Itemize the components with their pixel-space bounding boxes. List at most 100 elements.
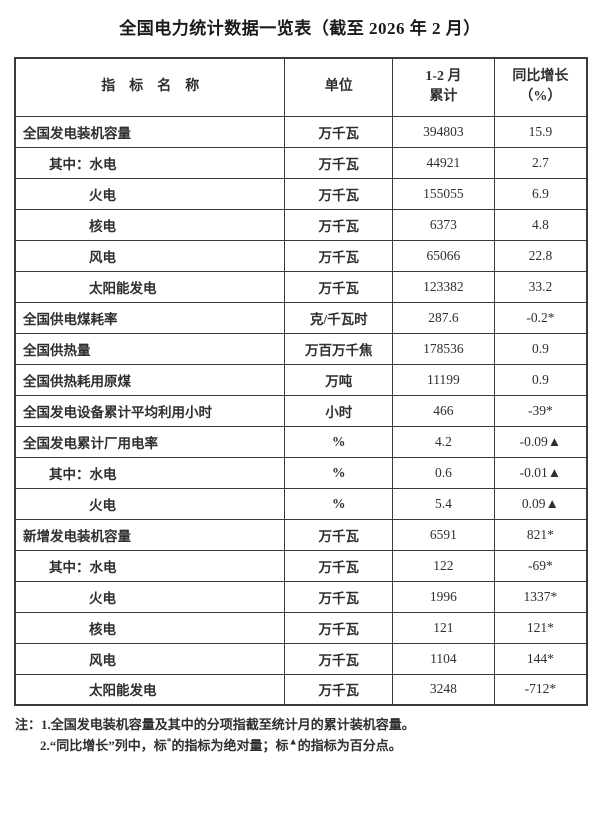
triangle-marker: ▲ <box>288 737 298 748</box>
table-row: 火电 万千瓦 155055 6.9 <box>14 177 588 210</box>
unit-cell: % <box>284 456 393 489</box>
value-cell: 3248 <box>392 673 495 706</box>
unit-cell: 万千瓦 <box>284 239 393 272</box>
table-row: 其中：水电% 0.6 -0.01▲ <box>14 456 588 489</box>
yoy-cell: 821* <box>493 518 588 551</box>
value-cell: 6373 <box>392 208 495 241</box>
note2-text-a: 2.“同比增长”列中，标 <box>40 737 167 753</box>
indicator-cell: 火电 <box>14 487 286 520</box>
unit-cell: 万千瓦 <box>284 208 393 241</box>
unit-cell: 万千瓦 <box>284 177 393 210</box>
header-unit: 单位 <box>284 57 393 117</box>
indicator-cell: 全国供电煤耗率 <box>14 301 286 334</box>
header-yoy-growth: 同比增长 （%） <box>493 57 588 117</box>
indicator-cell: 其中：水电 <box>14 549 286 582</box>
value-cell: 1104 <box>392 642 495 675</box>
indicator-cell: 核电 <box>14 611 286 644</box>
table-row: 核电 万千瓦 121 121* <box>14 611 588 644</box>
value-cell: 1996 <box>392 580 495 613</box>
table-row: 太阳能发电 万千瓦 123382 33.2 <box>14 270 588 303</box>
unit-cell: % <box>284 487 393 520</box>
yoy-cell: -39* <box>493 394 588 427</box>
indicator-cell: 风电 <box>14 642 286 675</box>
value-cell: 394803 <box>392 115 495 148</box>
indicator-cell: 全国供热耗用原煤 <box>14 363 286 396</box>
unit-cell: 万千瓦 <box>284 611 393 644</box>
value-cell: 65066 <box>392 239 495 272</box>
value-cell: 123382 <box>392 270 495 303</box>
value-cell: 5.4 <box>392 487 495 520</box>
header-yoy-line1: 同比增长 <box>512 68 569 84</box>
table-row: 火电% 5.4 0.09▲ <box>14 487 588 520</box>
yoy-cell: -0.01▲ <box>493 456 588 489</box>
unit-cell: 万千瓦 <box>284 518 393 551</box>
indicator-cell: 太阳能发电 <box>14 270 286 303</box>
table-row: 其中：水电 万千瓦 44921 2.7 <box>14 146 588 179</box>
table-row: 全国供热量 万百万千焦 178536 0.9 <box>14 332 588 365</box>
unit-cell: 小时 <box>284 394 393 427</box>
value-cell: 466 <box>392 394 495 427</box>
unit-cell: % <box>284 425 393 458</box>
indicator-cell: 火电 <box>14 177 286 210</box>
unit-cell: 万吨 <box>284 363 393 396</box>
value-cell: 122 <box>392 549 495 582</box>
table-row: 风电 万千瓦 65066 22.8 <box>14 239 588 272</box>
yoy-cell: 0.9 <box>493 363 588 396</box>
indicator-cell: 全国发电累计厂用电率 <box>14 425 286 458</box>
table-row: 全国发电装机容量 万千瓦 394803 15.9 <box>14 115 588 148</box>
yoy-cell: 33.2 <box>493 270 588 303</box>
value-cell: 4.2 <box>392 425 495 458</box>
yoy-cell: 6.9 <box>493 177 588 210</box>
table-row: 核电 万千瓦 6373 4.8 <box>14 208 588 241</box>
note2-text-b: 的指标为绝对量；标 <box>171 737 289 753</box>
value-cell: 0.6 <box>392 456 495 489</box>
indicator-cell: 全国发电设备累计平均利用小时 <box>14 394 286 427</box>
value-cell: 44921 <box>392 146 495 179</box>
table-row: 全国发电累计厂用电率% 4.2 -0.09▲ <box>14 425 588 458</box>
table-row: 火电 万千瓦 1996 1337* <box>14 580 588 613</box>
table-row: 风电 万千瓦 1104 144* <box>14 642 588 675</box>
page-title: 全国电力统计数据一览表（截至 2026 年 2 月） <box>119 19 481 38</box>
indicator-cell: 火电 <box>14 580 286 613</box>
value-cell: 155055 <box>392 177 495 210</box>
unit-cell: 万千瓦 <box>284 642 393 675</box>
indicator-cell: 风电 <box>14 239 286 272</box>
table-row: 新增发电装机容量 万千瓦 6591 821* <box>14 518 588 551</box>
indicator-cell: 核电 <box>14 208 286 241</box>
table-header: 指 标 名 称 单位 1-2 月 累计 同比增长 （%） <box>14 57 588 117</box>
indicator-cell: 新增发电装机容量 <box>14 518 286 551</box>
unit-cell: 万千瓦 <box>284 673 393 706</box>
value-cell: 287.6 <box>392 301 495 334</box>
indicator-cell: 全国供热量 <box>14 332 286 365</box>
yoy-cell: -69* <box>493 549 588 582</box>
unit-cell: 万千瓦 <box>284 549 393 582</box>
yoy-cell: 0.09▲ <box>493 487 588 520</box>
indicator-cell: 太阳能发电 <box>14 673 286 706</box>
yoy-cell: 144* <box>493 642 588 675</box>
value-cell: 178536 <box>392 332 495 365</box>
note2-text-c: 的指标为百分点。 <box>297 737 402 753</box>
header-cumulative-line1: 1-2 月 <box>425 68 462 84</box>
value-cell: 6591 <box>392 518 495 551</box>
table-row: 全国发电设备累计平均利用小时 小时 466 -39* <box>14 394 588 427</box>
table-row: 全国供热耗用原煤 万吨 11199 0.9 <box>14 363 588 396</box>
unit-cell: 万百万千焦 <box>284 332 393 365</box>
header-indicator-name: 指 标 名 称 <box>14 57 286 117</box>
yoy-cell: 22.8 <box>493 239 588 272</box>
notes: 注：1.全国发电装机容量及其中的分项指截至统计月的累计装机容量。 2.“同比增长… <box>15 715 600 757</box>
unit-cell: 万千瓦 <box>284 270 393 303</box>
indicator-cell: 全国发电装机容量 <box>14 115 286 148</box>
yoy-cell: -0.2* <box>493 301 588 334</box>
yoy-cell: 4.8 <box>493 208 588 241</box>
yoy-cell: 15.9 <box>493 115 588 148</box>
note-line-1: 注：1.全国发电装机容量及其中的分项指截至统计月的累计装机容量。 <box>15 717 415 732</box>
header-row: 指 标 名 称 单位 1-2 月 累计 同比增长 （%） <box>14 57 588 117</box>
asterisk-marker: * <box>166 737 172 748</box>
unit-cell: 克/千瓦时 <box>284 301 393 334</box>
note-line-2: 2.“同比增长”列中，标*的指标为绝对量；标▲的指标为百分点。 <box>15 736 600 757</box>
unit-cell: 万千瓦 <box>284 115 393 148</box>
statistics-table: 指 标 名 称 单位 1-2 月 累计 同比增长 （%） 全国发电装机容量 万千瓦… <box>14 57 588 706</box>
indicator-cell: 其中：水电 <box>14 456 286 489</box>
yoy-cell: 1337* <box>493 580 588 613</box>
